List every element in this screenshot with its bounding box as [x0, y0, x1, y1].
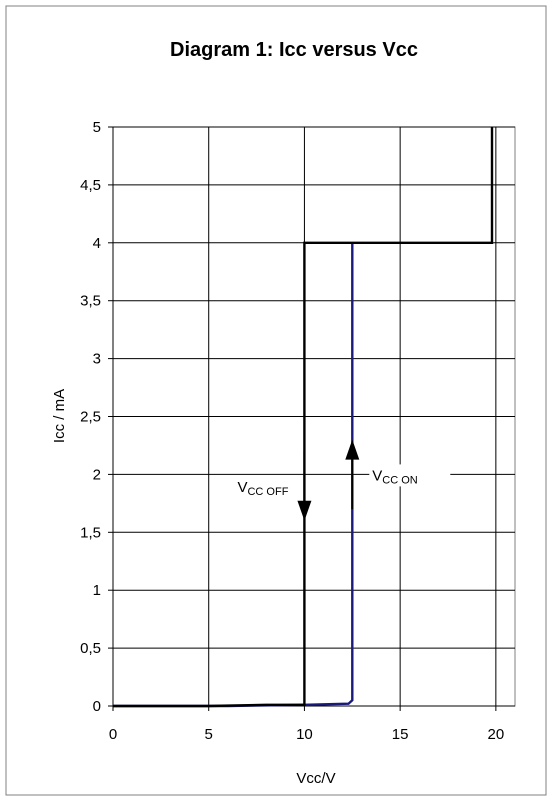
y-tick-label: 5	[93, 119, 101, 136]
x-axis-label: Vcc/V	[296, 770, 335, 787]
y-tick-label: 3	[93, 351, 101, 368]
y-axis-ticks: 0 0,5 1 1,5 2 2,5 3 3,5 4 4,5 5	[80, 119, 113, 715]
chart-area: 00,511,522,533,544,55 0 5 10 15 20 VCC OFFVC…	[51, 39, 516, 787]
x-tick-label: 20	[488, 726, 505, 743]
y-tick-label: 1	[93, 582, 101, 599]
annotation-label: VCC OFF	[237, 479, 288, 498]
chart-title: Diagram 1: Icc versus Vcc	[170, 39, 418, 61]
y-tick-label: 1,5	[80, 524, 101, 541]
y-tick-label: 2	[93, 466, 101, 483]
x-tick-label: 0	[109, 726, 117, 743]
y-tick-label: 4	[93, 235, 101, 252]
x-tick-label: 10	[296, 726, 313, 743]
y-tick-label: 4,5	[80, 177, 101, 194]
y-tick-label: 0,5	[80, 640, 101, 657]
series-line-1	[113, 127, 494, 708]
annotation-label: VCC ON	[372, 467, 418, 486]
series-layer	[113, 127, 494, 708]
annotation-label-main: V	[372, 467, 382, 484]
x-axis-ticks: 0 5 10 15 20	[109, 127, 515, 743]
y-tick-label: 2,5	[80, 409, 101, 426]
y-tick-label: 3,5	[80, 293, 101, 310]
annotation-label-bg	[369, 464, 451, 487]
annotation-label-sub: CC ON	[382, 474, 418, 486]
y-tick-label: 0	[93, 698, 101, 715]
x-tick-label: 5	[205, 726, 213, 743]
annotation-label-main: V	[237, 479, 247, 496]
annotation-label-bg	[210, 475, 292, 498]
x-tick-label: 15	[392, 726, 409, 743]
annotation-arrow-head	[345, 439, 360, 460]
annotation-arrow-head	[297, 500, 312, 521]
y-axis-label: Icc / mA	[51, 389, 68, 443]
annotation-label-sub: CC OFF	[247, 486, 288, 498]
